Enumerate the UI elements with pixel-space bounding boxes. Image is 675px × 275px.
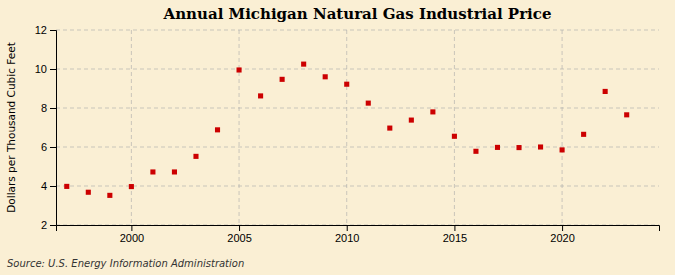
tick: 2015 [443, 225, 467, 244]
tick: 12 [35, 24, 56, 36]
point [215, 127, 220, 132]
point [495, 145, 500, 150]
grid-line [346, 30, 347, 225]
tick: 8 [41, 102, 56, 114]
source: Source: U.S. Energy Information Administ… [7, 258, 244, 269]
tick-mark [347, 225, 348, 231]
tick-mark [50, 30, 56, 31]
tick-mark [562, 225, 563, 231]
point [344, 82, 349, 87]
tick: 6 [41, 141, 56, 153]
grid-line [56, 69, 659, 70]
grid-line [56, 186, 659, 187]
plot: 2000 2005 2010 2015 2020 2 4 6 8 10 12 [35, 24, 660, 244]
grid-line [56, 108, 659, 109]
point [86, 190, 91, 195]
point [150, 169, 155, 174]
point [193, 154, 198, 159]
point [366, 101, 371, 106]
point [603, 89, 608, 94]
tick-label: 2 [41, 219, 47, 231]
title: Annual Michigan Natural Gas Industrial P… [163, 5, 552, 23]
point [581, 132, 586, 137]
point [280, 77, 285, 82]
point [387, 126, 392, 131]
y-axis: 2 4 6 8 10 12 [35, 24, 57, 231]
tick-mark [131, 225, 132, 231]
point [129, 184, 134, 189]
axis-line [50, 31, 57, 226]
tick-label: 6 [41, 141, 47, 153]
y-axis-title: Dollars per Thousand Cubic Feet [5, 42, 17, 213]
point [516, 145, 521, 150]
point [624, 112, 629, 117]
grid-line [454, 30, 455, 225]
tick: 2000 [120, 225, 144, 244]
tick-label: 10 [35, 63, 47, 75]
point [172, 169, 177, 174]
tick-mark [50, 108, 56, 109]
grid-line [239, 30, 240, 225]
grid-line [56, 147, 659, 148]
tick-mark [50, 186, 56, 187]
point [409, 118, 414, 123]
tick: 10 [35, 63, 56, 75]
tick-mark [454, 225, 455, 231]
axis-line [57, 226, 660, 232]
tick: 4 [41, 180, 56, 192]
tick-label: 2000 [120, 232, 144, 244]
point [473, 149, 478, 154]
tick-label: 2005 [227, 232, 251, 244]
grid-line [56, 30, 659, 31]
tick-label: 2015 [443, 232, 467, 244]
point [560, 147, 565, 152]
tick: 2005 [227, 225, 251, 244]
point [430, 109, 435, 114]
tick-label: 12 [35, 24, 47, 36]
tick: 2010 [335, 225, 359, 244]
x-axis: 2000 2005 2010 2015 2020 [57, 225, 660, 244]
tick: 2 [41, 219, 56, 231]
points [64, 62, 629, 198]
point [64, 184, 69, 189]
grid-line [562, 30, 563, 225]
chart: 2000 2005 2010 2015 2020 2 4 6 8 10 12 Annual Michi… [0, 0, 675, 275]
grid-line [131, 30, 132, 225]
point [452, 134, 457, 139]
tick-mark [239, 225, 240, 231]
point [301, 62, 306, 67]
tick: 2020 [550, 225, 574, 244]
point [107, 193, 112, 198]
background [0, 0, 675, 275]
point [323, 74, 328, 79]
tick-mark [50, 69, 56, 70]
point [237, 67, 242, 72]
tick-mark [50, 147, 56, 148]
grid [56, 30, 659, 225]
tick-label: 8 [41, 102, 47, 114]
point [538, 144, 543, 149]
tick-mark [50, 225, 56, 226]
tick-label: 2010 [335, 232, 359, 244]
tick-label: 2020 [550, 232, 574, 244]
tick-label: 4 [41, 180, 47, 192]
point [258, 93, 263, 98]
